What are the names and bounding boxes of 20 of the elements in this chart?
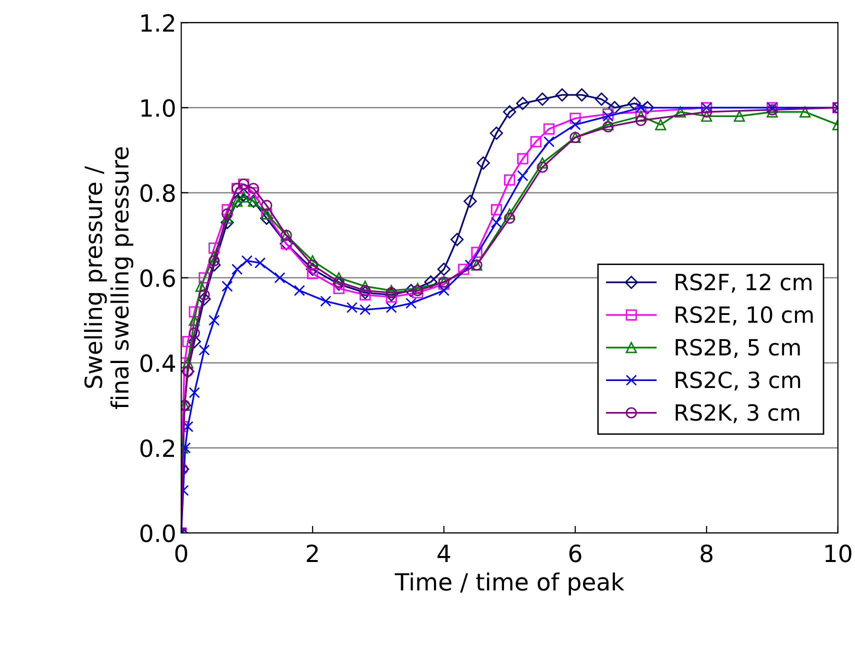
y-tick-label: 0.6 xyxy=(140,269,175,288)
legend-label: RS2F, 12 cm xyxy=(676,274,812,293)
x-tick-label: 8 xyxy=(700,544,712,562)
x-tick-label: 10 xyxy=(825,544,852,562)
legend-label: RS2K, 3 cm xyxy=(676,404,800,424)
y-axis-title: Swelling pressure / final swelling pressure xyxy=(84,147,134,410)
y-tick-label: 0.4 xyxy=(140,354,176,372)
x-tick-label: 4 xyxy=(438,544,450,562)
legend-label: RS2E, 10 cm xyxy=(676,306,813,326)
legend-label: RS2C, 3 cm xyxy=(676,371,800,391)
x-axis-title: Time / time of peak xyxy=(394,572,624,596)
y-tick-label: 0.0 xyxy=(140,524,175,542)
x-tick-label: 2 xyxy=(306,544,318,562)
y-tick-label: 0.2 xyxy=(140,439,174,458)
x-tick-label: 6 xyxy=(569,544,582,562)
y-tick-label: 0.8 xyxy=(140,184,175,202)
legend-label: RS2B, 5 cm xyxy=(676,338,800,358)
y-tick-label: 1.2 xyxy=(141,14,174,32)
x-tick-label: 0 xyxy=(175,544,188,562)
y-tick-label: 1.0 xyxy=(141,99,175,117)
